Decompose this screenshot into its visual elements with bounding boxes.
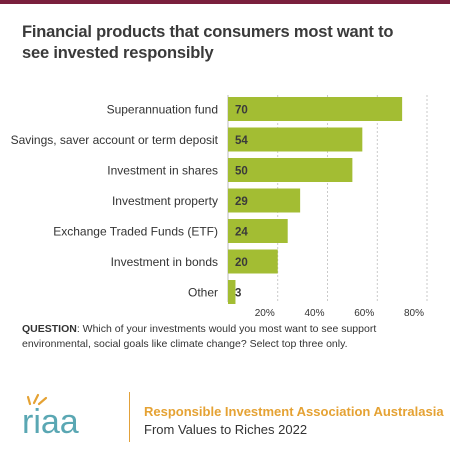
logo-wordmark: riaa (22, 403, 79, 439)
category-label-3: Investment property (112, 194, 218, 208)
question-note: QUESTION: Which of your investments woul… (22, 322, 432, 352)
bar-chart: 70 Superannuation fund 54 Savings, saver ac… (11, 95, 428, 319)
footer-divider (129, 392, 130, 442)
report-subtitle: From Values to Riches 2022 (144, 422, 308, 437)
category-label-4: Exchange Traded Funds (ETF) (53, 225, 218, 239)
x-tick-label-20: 20% (255, 308, 275, 319)
bar-5 (228, 249, 278, 274)
x-tick-label-80: 80% (404, 308, 424, 319)
category-label-2: Investment in shares (107, 164, 218, 178)
question-label: QUESTION (22, 323, 77, 335)
logo-mark-icon (26, 393, 48, 406)
bar-value-label-2: 50 (235, 166, 248, 178)
x-tick-label-60: 60% (354, 308, 374, 319)
organisation-name: Responsible Investment Association Austr… (144, 404, 444, 419)
bar-value-label-5: 20 (235, 257, 248, 269)
question-text: : Which of your investments would you mo… (22, 323, 377, 350)
bar-2 (228, 158, 353, 182)
x-tick-label-40: 40% (304, 308, 324, 319)
bar-value-label-4: 24 (235, 227, 248, 239)
bar-1 (228, 127, 363, 152)
bar-value-label-0: 70 (235, 105, 248, 117)
bar-value-label-3: 29 (235, 196, 248, 208)
bar-value-label-1: 54 (235, 135, 248, 147)
bar-value-label-6: 3 (235, 288, 241, 300)
bar-6 (228, 280, 236, 304)
category-label-6: Other (188, 286, 218, 300)
category-label-0: Superannuation fund (107, 103, 218, 117)
category-label-5: Investment in bonds (111, 255, 218, 269)
chart-title: Financial products that consumers most w… (22, 23, 394, 62)
category-label-1: Savings, saver account or term deposit (11, 133, 219, 147)
riaa-logo: riaa (22, 393, 79, 439)
bar-0 (228, 97, 403, 121)
bar-4 (228, 219, 288, 243)
top-accent-bar (0, 0, 450, 4)
bar-3 (228, 188, 301, 213)
